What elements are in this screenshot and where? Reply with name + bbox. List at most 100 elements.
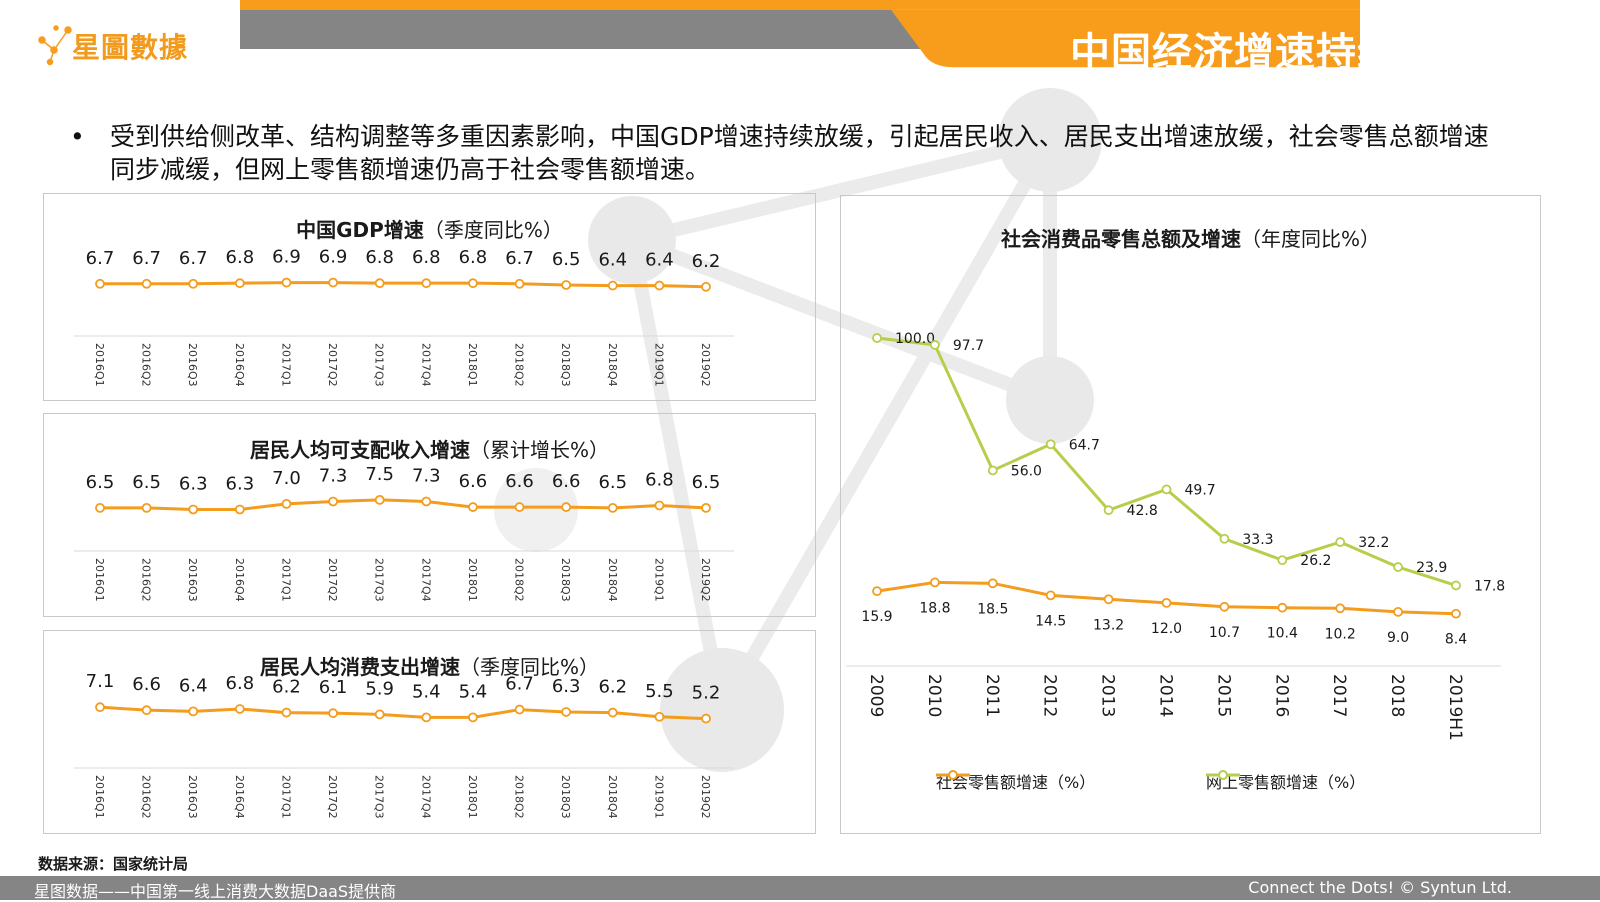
data-point [1335, 603, 1346, 614]
data-label: 6.5 [692, 472, 721, 493]
data-label: 6.8 [226, 247, 255, 268]
income-chart-title: 居民人均可支配收入增速（累计增长%） [44, 434, 815, 463]
gdp-chart-title-normal: （季度同比%） [423, 218, 563, 242]
data-label: 42.8 [1127, 503, 1158, 519]
x-tick-label: 2016Q3 [186, 775, 199, 819]
legend-label-retail: 社会零售额增速（%） [936, 773, 1096, 792]
x-tick-label: 2018Q3 [559, 558, 572, 602]
retail-chart-title: 社会消费品零售总额及增速（年度同比%） [841, 223, 1540, 252]
x-tick-label: 2018Q3 [559, 343, 572, 387]
data-source: 数据来源：国家统计局 [38, 855, 189, 873]
data-label: 5.2 [692, 683, 721, 704]
data-point [234, 278, 245, 289]
data-point [1451, 580, 1461, 591]
logo-icon [38, 25, 72, 66]
x-tick-label: 2018Q1 [466, 775, 479, 819]
spend-chart-title-normal: （季度同比%） [459, 655, 599, 679]
footer-copyright: Connect the Dots! © Syntun Ltd. [1248, 878, 1512, 897]
data-label: 64.7 [1069, 437, 1100, 453]
income-chart-title-bold: 居民人均可支配收入增速 [249, 438, 470, 462]
data-point [930, 340, 940, 350]
data-point [1451, 608, 1461, 619]
x-tick-label: 2016 [1271, 674, 1291, 717]
data-point [1161, 597, 1172, 608]
x-tick-label: 2019H1 [1445, 674, 1465, 741]
x-tick-label: 2018Q4 [606, 343, 619, 387]
data-label: 23.9 [1416, 560, 1447, 576]
data-point [987, 578, 998, 589]
data-point [1103, 594, 1114, 605]
income-chart-panel: 居民人均可支配收入增速（累计增长%） 6.5 2016Q1 6.5 2016Q2 6.3… [43, 413, 816, 617]
data-point [561, 502, 572, 512]
data-label: 6.8 [412, 247, 441, 268]
x-tick-label: 2018Q1 [466, 558, 479, 602]
data-label: 18.5 [977, 601, 1008, 617]
x-tick-label: 2017Q1 [279, 343, 292, 387]
data-label: 6.7 [132, 248, 161, 269]
data-point [374, 278, 385, 289]
data-label: 6.5 [598, 472, 627, 493]
data-label: 9.0 [1387, 630, 1409, 646]
x-tick-label: 2016Q3 [186, 343, 199, 387]
data-label: 6.4 [645, 250, 674, 271]
series-line [99, 705, 707, 721]
x-tick-label: 2016Q2 [140, 343, 153, 387]
data-label: 10.7 [1209, 625, 1240, 641]
data-point [374, 709, 385, 720]
gdp-chart: 6.7 2016Q1 6.7 2016Q2 6.7 2016Q3 6.8 2016Q4 6.9 2… [74, 247, 734, 387]
data-point [607, 280, 618, 291]
data-label: 32.2 [1358, 535, 1389, 551]
data-label: 6.7 [179, 248, 208, 269]
x-tick-label: 2009 [866, 674, 886, 717]
data-point [281, 707, 292, 718]
data-point [188, 278, 199, 289]
data-label: 6.2 [272, 677, 301, 698]
gdp-chart-title: 中国GDP增速（季度同比%） [44, 214, 815, 243]
data-point [421, 712, 432, 723]
data-point [514, 278, 525, 289]
header-bar [240, 0, 1360, 68]
data-point [141, 705, 152, 716]
x-tick-label: 2011 [982, 674, 1002, 717]
data-label: 6.5 [86, 472, 115, 493]
data-label: 6.8 [459, 247, 488, 268]
data-point [1277, 555, 1288, 566]
data-point [328, 496, 338, 507]
data-label: 14.5 [1035, 613, 1066, 629]
data-point [234, 704, 245, 714]
retail-chart-title-normal: （年度同比%） [1240, 227, 1380, 251]
data-label: 6.7 [505, 248, 534, 269]
data-label: 6.5 [132, 472, 161, 493]
data-point [654, 500, 665, 511]
data-point [95, 502, 105, 513]
x-tick-label: 2018Q1 [466, 343, 479, 387]
x-tick-label: 2017Q4 [419, 343, 432, 387]
x-tick-label: 2019Q2 [699, 558, 712, 602]
data-point [234, 504, 245, 515]
data-label: 6.2 [692, 251, 721, 272]
x-tick-label: 2018Q2 [513, 775, 526, 819]
bullet-marker: • [70, 122, 85, 151]
x-tick-label: 2012 [1040, 674, 1060, 717]
legend-item-retail: 社会零售额增速（%） [936, 769, 1095, 793]
data-point [701, 713, 711, 724]
x-tick-label: 2017Q3 [373, 343, 386, 387]
data-point [1219, 533, 1230, 544]
data-point [1277, 602, 1288, 613]
data-point [1045, 439, 1056, 450]
data-point [328, 708, 338, 719]
data-point [468, 502, 478, 512]
x-tick-label: 2017Q3 [373, 775, 386, 819]
x-tick-label: 2019Q1 [652, 775, 665, 819]
data-point [421, 278, 432, 289]
legend-swatch-green [1206, 770, 1240, 780]
data-label: 6.8 [226, 673, 255, 694]
data-label: 7.5 [365, 464, 394, 485]
data-label: 8.4 [1445, 632, 1467, 648]
x-tick-label: 2019Q1 [652, 343, 665, 387]
data-label: 5.9 [365, 678, 394, 699]
income-chart-title-normal: （累计增长%） [469, 438, 609, 462]
x-tick-label: 2017Q1 [279, 558, 292, 602]
header-orange-band [891, 9, 1360, 68]
